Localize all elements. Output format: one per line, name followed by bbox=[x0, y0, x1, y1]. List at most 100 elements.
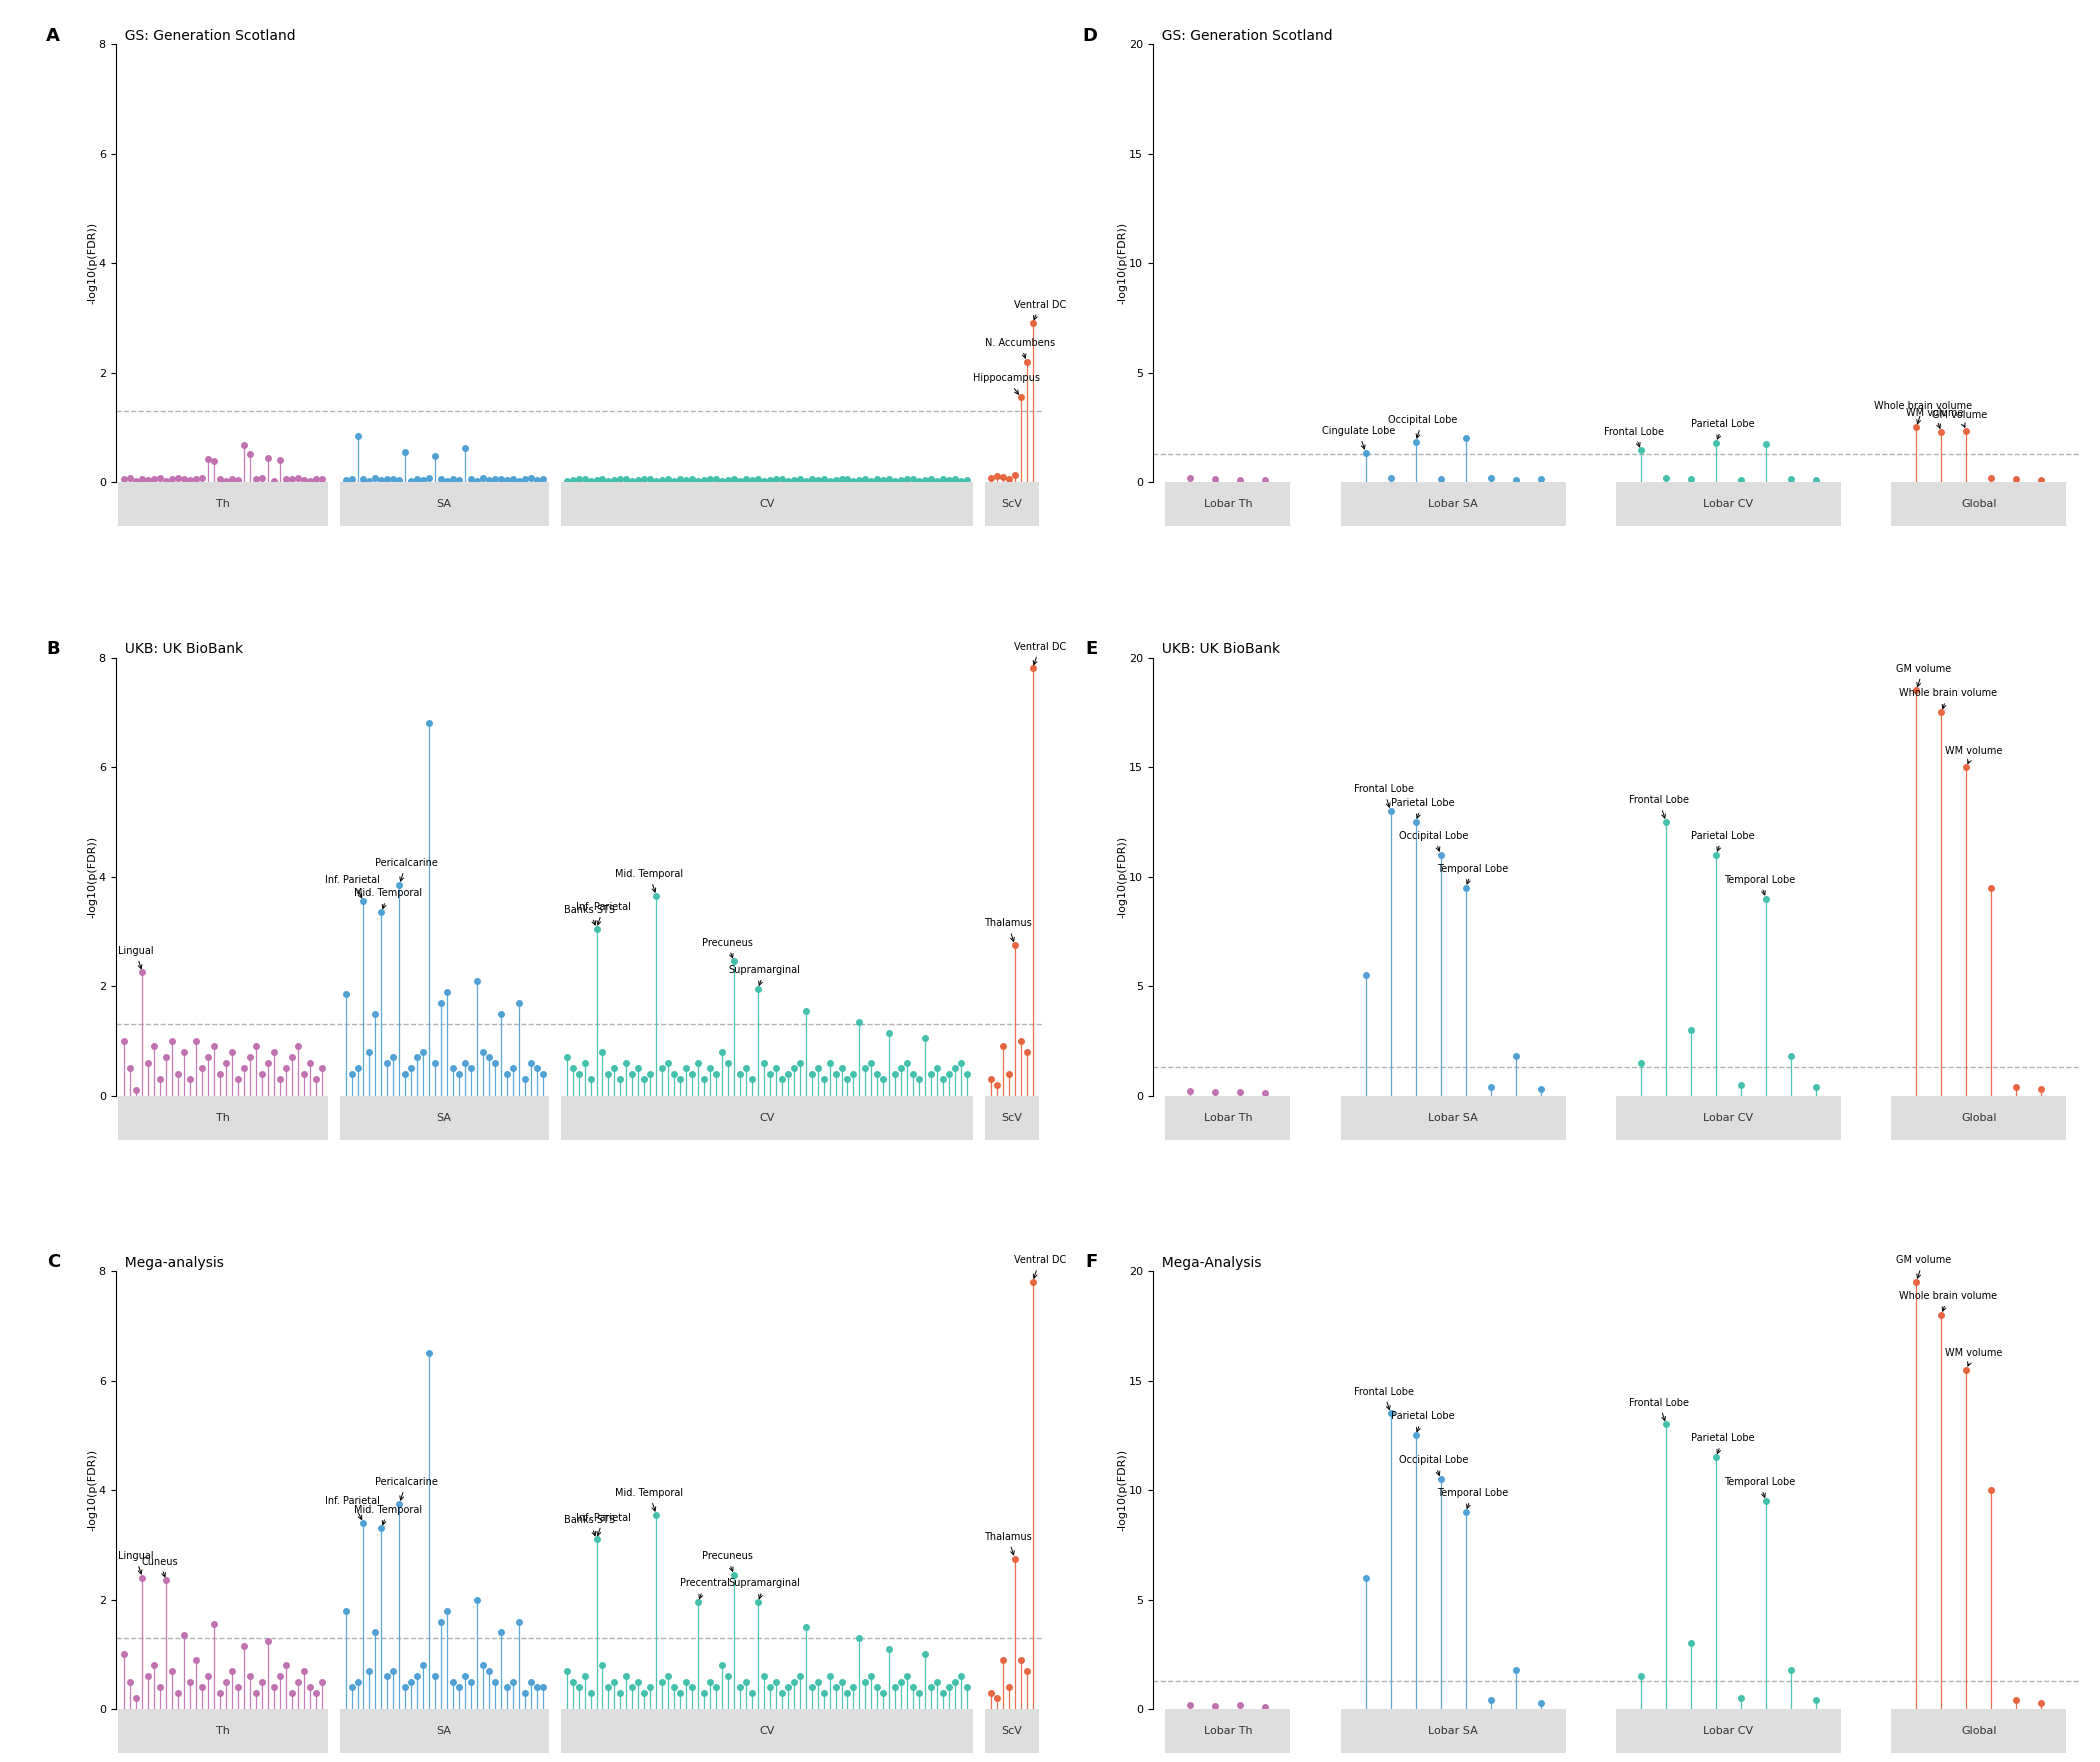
Y-axis label: -log10(p(FDR)): -log10(p(FDR)) bbox=[88, 835, 97, 918]
Text: Lobar Th: Lobar Th bbox=[1203, 1112, 1252, 1122]
Text: Mid. Temporal: Mid. Temporal bbox=[355, 1505, 422, 1524]
Text: CV: CV bbox=[758, 1727, 775, 1736]
Text: Frontal Lobe: Frontal Lobe bbox=[1630, 1397, 1688, 1420]
Text: Supramarginal: Supramarginal bbox=[729, 966, 800, 985]
Text: Supramarginal: Supramarginal bbox=[729, 1579, 800, 1598]
Text: Temporal Lobe: Temporal Lobe bbox=[1724, 874, 1796, 895]
Text: Ventral DC: Ventral DC bbox=[1014, 300, 1067, 319]
Text: Banks STS: Banks STS bbox=[565, 1515, 615, 1536]
Text: Parietal Lobe: Parietal Lobe bbox=[1390, 798, 1455, 818]
Y-axis label: -log10(p(FDR)): -log10(p(FDR)) bbox=[1117, 222, 1128, 305]
Text: Precuneus: Precuneus bbox=[701, 937, 752, 959]
Text: Th: Th bbox=[216, 499, 231, 509]
Bar bbox=[340, 483, 548, 527]
Bar bbox=[1166, 1096, 1291, 1140]
Text: Lobar SA: Lobar SA bbox=[1428, 1727, 1478, 1736]
Text: Inf. Parietal: Inf. Parietal bbox=[326, 874, 380, 899]
Text: Lobar SA: Lobar SA bbox=[1428, 499, 1478, 509]
Bar bbox=[1615, 1096, 1842, 1140]
Text: Ventral DC: Ventral DC bbox=[1014, 1255, 1067, 1277]
Text: Th: Th bbox=[216, 1112, 231, 1122]
Bar bbox=[985, 483, 1040, 527]
Text: Lobar CV: Lobar CV bbox=[1703, 1112, 1754, 1122]
Text: UKB: UK BioBank: UKB: UK BioBank bbox=[1153, 643, 1279, 655]
Text: Cingulate Lobe: Cingulate Lobe bbox=[1323, 426, 1394, 449]
Text: Cuneus: Cuneus bbox=[141, 1556, 179, 1577]
Text: Lingual: Lingual bbox=[118, 1551, 153, 1573]
Text: Mega-analysis: Mega-analysis bbox=[116, 1256, 223, 1270]
Bar bbox=[985, 1096, 1040, 1140]
Text: Ventral DC: Ventral DC bbox=[1014, 641, 1067, 664]
Bar bbox=[1340, 1096, 1567, 1140]
Text: WM volume: WM volume bbox=[1945, 1348, 2001, 1366]
Text: Lobar Th: Lobar Th bbox=[1203, 499, 1252, 509]
Y-axis label: -log10(p(FDR)): -log10(p(FDR)) bbox=[88, 222, 97, 305]
Bar bbox=[985, 1709, 1040, 1753]
Text: Frontal Lobe: Frontal Lobe bbox=[1354, 1387, 1413, 1410]
Text: Global: Global bbox=[1961, 1112, 1997, 1122]
Text: Inf. Parietal: Inf. Parietal bbox=[326, 1496, 380, 1519]
Text: Pericalcarine: Pericalcarine bbox=[374, 1477, 437, 1499]
Text: SA: SA bbox=[437, 499, 451, 509]
Text: Precuneus: Precuneus bbox=[701, 1551, 752, 1572]
Bar bbox=[118, 483, 328, 527]
Text: Parietal Lobe: Parietal Lobe bbox=[1690, 1433, 1756, 1454]
Text: Frontal Lobe: Frontal Lobe bbox=[1604, 426, 1663, 448]
Text: Parietal Lobe: Parietal Lobe bbox=[1690, 419, 1756, 439]
Text: GM volume: GM volume bbox=[1896, 664, 1951, 687]
Text: E: E bbox=[1086, 640, 1096, 657]
Text: C: C bbox=[46, 1253, 61, 1272]
Bar bbox=[561, 1709, 972, 1753]
Text: GS: Generation Scotland: GS: Generation Scotland bbox=[1153, 28, 1331, 42]
Text: Parietal Lobe: Parietal Lobe bbox=[1690, 832, 1756, 851]
Bar bbox=[1892, 483, 2066, 527]
Bar bbox=[1615, 483, 1842, 527]
Text: Inf. Parietal: Inf. Parietal bbox=[575, 902, 630, 925]
Text: Mid. Temporal: Mid. Temporal bbox=[355, 888, 422, 909]
Bar bbox=[561, 483, 972, 527]
Bar bbox=[561, 1096, 972, 1140]
Text: Inf. Parietal: Inf. Parietal bbox=[575, 1514, 630, 1536]
Text: Thalamus: Thalamus bbox=[985, 918, 1031, 941]
Text: Mid. Temporal: Mid. Temporal bbox=[615, 1489, 682, 1512]
Text: Whole brain volume: Whole brain volume bbox=[1898, 1292, 1997, 1311]
Bar bbox=[1340, 1709, 1567, 1753]
Text: Lobar CV: Lobar CV bbox=[1703, 499, 1754, 509]
Text: Parietal Lobe: Parietal Lobe bbox=[1390, 1411, 1455, 1433]
Text: Lingual: Lingual bbox=[118, 946, 153, 969]
Text: D: D bbox=[1082, 26, 1096, 44]
Text: Pericalcarine: Pericalcarine bbox=[374, 858, 437, 881]
Text: F: F bbox=[1086, 1253, 1096, 1272]
Text: Occipital Lobe: Occipital Lobe bbox=[1388, 416, 1457, 439]
Text: Temporal Lobe: Temporal Lobe bbox=[1724, 1477, 1796, 1498]
Text: Frontal Lobe: Frontal Lobe bbox=[1630, 795, 1688, 818]
Bar bbox=[1892, 1096, 2066, 1140]
Text: UKB: UK BioBank: UKB: UK BioBank bbox=[116, 643, 244, 655]
Text: Thalamus: Thalamus bbox=[985, 1531, 1031, 1554]
Text: Occipital Lobe: Occipital Lobe bbox=[1399, 1455, 1468, 1475]
Text: WM volume: WM volume bbox=[1905, 409, 1964, 428]
Text: Temporal Lobe: Temporal Lobe bbox=[1436, 863, 1508, 885]
Text: Global: Global bbox=[1961, 1727, 1997, 1736]
Text: CV: CV bbox=[758, 499, 775, 509]
Text: WM volume: WM volume bbox=[1945, 745, 2001, 763]
Bar bbox=[1166, 1709, 1291, 1753]
Y-axis label: -log10(p(FDR)): -log10(p(FDR)) bbox=[1117, 1448, 1128, 1531]
Text: CV: CV bbox=[758, 1112, 775, 1122]
Text: Occipital Lobe: Occipital Lobe bbox=[1399, 832, 1468, 851]
Text: N. Accumbens: N. Accumbens bbox=[985, 338, 1054, 358]
Text: Temporal Lobe: Temporal Lobe bbox=[1436, 1489, 1508, 1508]
Bar bbox=[118, 1709, 328, 1753]
Text: B: B bbox=[46, 640, 61, 657]
Text: GS: Generation Scotland: GS: Generation Scotland bbox=[116, 28, 296, 42]
Text: Th: Th bbox=[216, 1727, 231, 1736]
Y-axis label: -log10(p(FDR)): -log10(p(FDR)) bbox=[1117, 835, 1128, 918]
Text: Lobar CV: Lobar CV bbox=[1703, 1727, 1754, 1736]
Text: Frontal Lobe: Frontal Lobe bbox=[1354, 784, 1413, 807]
Bar bbox=[1892, 1709, 2066, 1753]
Text: Precentral: Precentral bbox=[680, 1579, 731, 1598]
Text: Mega-Analysis: Mega-Analysis bbox=[1153, 1256, 1262, 1270]
Text: Banks STS: Banks STS bbox=[565, 904, 615, 925]
Bar bbox=[1340, 483, 1567, 527]
Text: SA: SA bbox=[437, 1112, 451, 1122]
